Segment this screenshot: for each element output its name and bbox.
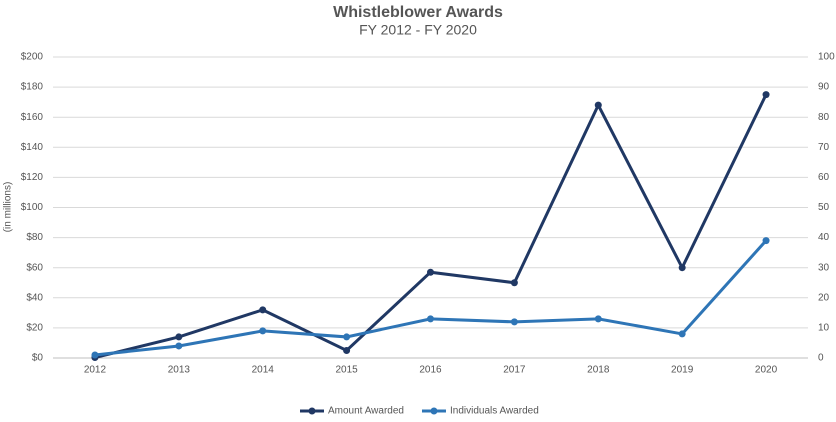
data-point [510, 279, 518, 287]
y-tick-label: $60 [26, 262, 43, 273]
x-tick-label: 2020 [755, 365, 778, 376]
y2-tick-label: 30 [818, 262, 830, 273]
data-point [762, 237, 770, 245]
y-tick-label: $160 [21, 112, 44, 123]
y-axis-label: (in millions) [3, 182, 14, 233]
y2-tick-label: 20 [818, 292, 830, 303]
y-tick-label: $40 [26, 292, 43, 303]
y-tick-label: $120 [21, 172, 44, 183]
legend-marker [308, 407, 316, 415]
y-tick-label: $20 [26, 323, 43, 334]
x-tick-label: 2012 [84, 365, 107, 376]
y-tick-label: $100 [21, 202, 44, 213]
data-point [594, 315, 602, 323]
data-point [259, 327, 267, 335]
chart-title: Whistleblower Awards [333, 4, 503, 21]
data-point [175, 333, 183, 341]
y2-tick-label: 80 [818, 112, 830, 123]
x-tick-label: 2019 [671, 365, 694, 376]
data-point [510, 318, 518, 326]
y-tick-label: $180 [21, 82, 44, 93]
y2-tick-label: 50 [818, 202, 830, 213]
y2-tick-label: 60 [818, 172, 830, 183]
data-point [427, 315, 434, 323]
y-tick-label: $80 [26, 232, 43, 243]
x-tick-label: 2013 [168, 365, 191, 376]
x-tick-label: 2018 [587, 365, 610, 376]
legend-marker [430, 407, 438, 415]
chart-subtitle: FY 2012 - FY 2020 [359, 22, 477, 38]
x-tick-label: 2017 [503, 365, 526, 376]
y2-tick-label: 100 [818, 52, 835, 63]
data-point [594, 101, 602, 109]
y2-tick-label: 90 [818, 82, 830, 93]
data-point [343, 346, 351, 354]
data-point [678, 264, 686, 272]
x-tick-label: 2015 [335, 365, 358, 376]
data-point [259, 306, 267, 314]
data-point [762, 91, 770, 99]
data-point [427, 268, 434, 276]
y2-tick-label: 70 [818, 142, 830, 153]
y2-tick-label: 40 [818, 232, 830, 243]
y2-tick-label: 0 [818, 353, 824, 364]
data-point [343, 333, 351, 341]
legend-label: Individuals Awarded [450, 406, 539, 417]
y-tick-label: $140 [21, 142, 44, 153]
data-point [175, 342, 183, 350]
y-tick-label: $200 [21, 52, 44, 63]
data-point [91, 351, 99, 359]
x-tick-label: 2016 [419, 365, 442, 376]
legend-label: Amount Awarded [328, 406, 404, 417]
data-point [678, 330, 686, 338]
y2-tick-label: 10 [818, 323, 830, 334]
y-tick-label: $0 [32, 353, 44, 364]
x-tick-label: 2014 [252, 365, 275, 376]
